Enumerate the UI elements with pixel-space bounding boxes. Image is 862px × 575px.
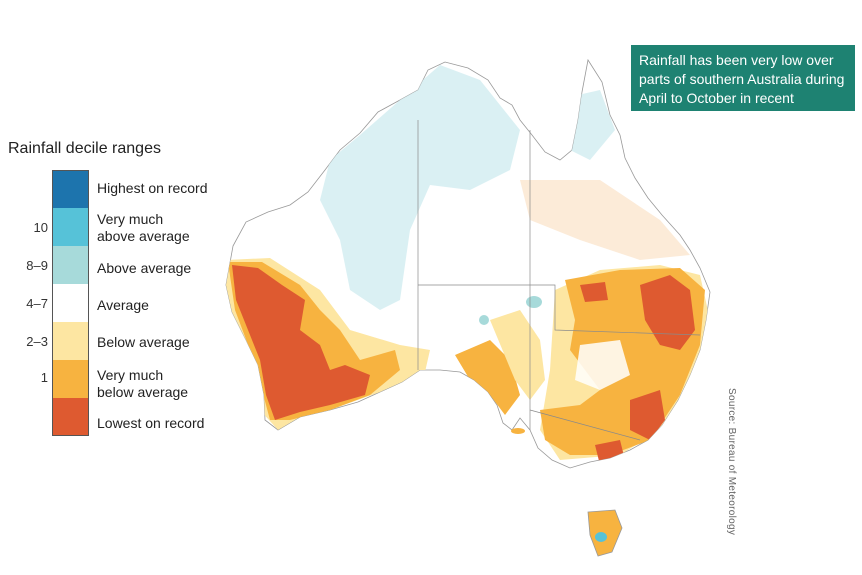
legend-swatch-average	[52, 284, 89, 322]
legend-swatch-lowest	[52, 398, 89, 436]
sa-very-much-below-region	[455, 340, 520, 415]
legend-label-highest: Highest on record	[97, 180, 208, 196]
legend-label-very-much-above-line1: Very much	[97, 211, 164, 227]
qld-lowest-patch	[580, 282, 608, 302]
legend-label-very-much-above-line2: above average	[97, 228, 190, 244]
northeast-below-average-region	[520, 180, 690, 260]
inland-blue-spot-2	[479, 315, 489, 325]
east-average-interior-patch	[575, 340, 630, 390]
legend-label-very-much-above: Very much above average	[97, 211, 190, 245]
callout-line1: Rainfall has been very low over	[639, 52, 834, 68]
decile-label-below: 2–3	[26, 334, 48, 349]
east-lowest-on-record-region-south	[630, 390, 665, 440]
decile-label-average: 4–7	[26, 296, 48, 311]
decile-label-very-much-below: 1	[40, 370, 48, 385]
callout-line2: parts of southern Australia during	[639, 71, 845, 87]
legend-swatch-highest	[52, 170, 89, 208]
decile-label-very-much-above: 10	[33, 220, 48, 235]
sa-below-average-region	[490, 310, 545, 400]
source-credit: Source: Bureau of Meteorology	[726, 388, 737, 536]
legend-label-average: Average	[97, 297, 149, 313]
legend-label-above: Above average	[97, 260, 192, 276]
east-lowest-on-record-region-north	[640, 275, 695, 350]
northern-above-average-region	[320, 65, 520, 310]
legend-swatch-above	[52, 246, 89, 284]
legend-swatch-very-much-below	[52, 360, 89, 398]
legend-title: Rainfall decile ranges	[8, 140, 161, 157]
legend-label-lowest: Lowest on record	[97, 415, 205, 431]
state-borders	[417, 120, 701, 441]
callout-line3: April to October in recent decades.	[639, 90, 794, 125]
tasmania-landmass	[587, 509, 623, 557]
wa-lowest-on-record-region	[232, 265, 370, 420]
decile-label-above: 8–9	[26, 258, 48, 273]
kangaroo-island	[511, 428, 525, 434]
legend-label-very-much-below-line1: Very much	[97, 367, 164, 383]
legend-label-below: Below average	[97, 334, 190, 350]
callout-box: Rainfall has been very low over parts of…	[631, 45, 855, 125]
legend-swatch-very-much-above	[52, 208, 89, 246]
cape-york-above-average-region	[570, 90, 615, 160]
legend-label-very-much-below-line2: below average	[97, 384, 189, 400]
inland-blue-spot-1	[526, 296, 542, 308]
legend-label-very-much-below: Very much below average	[97, 367, 188, 401]
tasmania-blue-spot	[595, 532, 607, 542]
legend-swatch-below	[52, 322, 89, 360]
